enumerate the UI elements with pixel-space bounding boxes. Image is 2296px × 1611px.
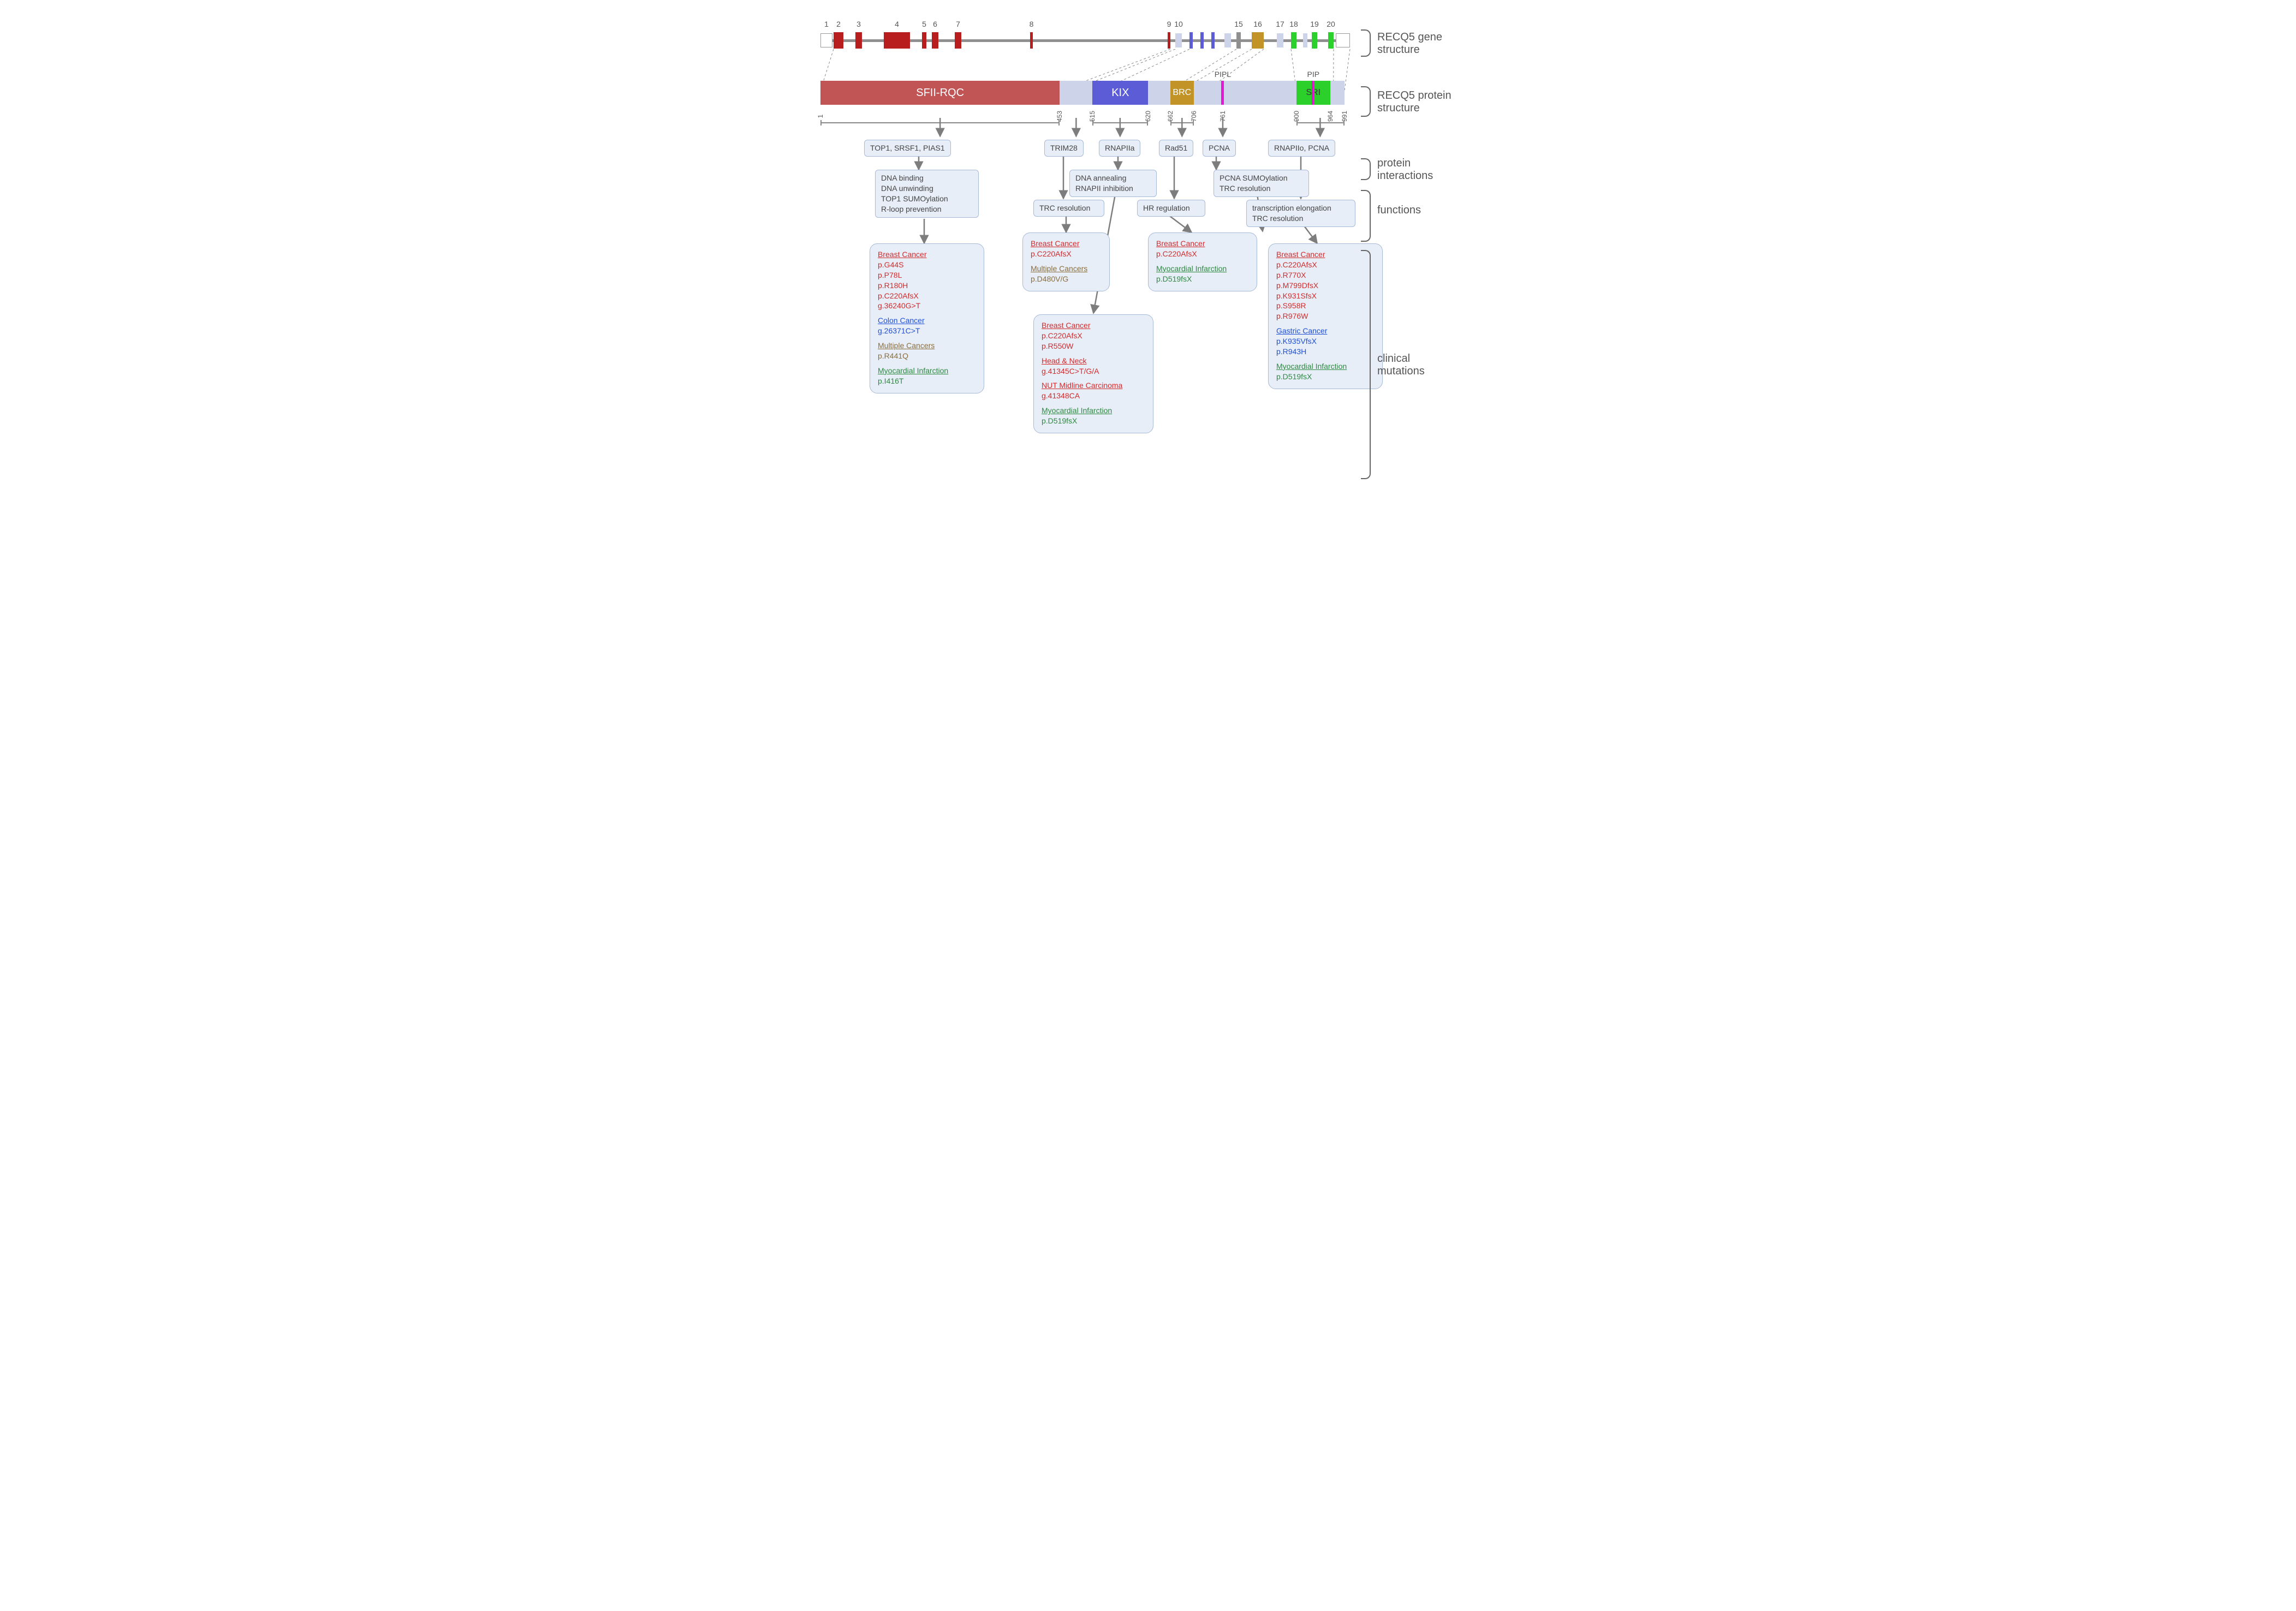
section-label: functions [1377, 204, 1470, 217]
exon-number: 1 [824, 20, 829, 28]
exon-number: 10 [1174, 20, 1183, 28]
exon [884, 32, 910, 49]
scale-number: 964 [1327, 111, 1334, 122]
exon [834, 32, 843, 49]
exon-number: 16 [1253, 20, 1262, 28]
scale-number: 991 [1341, 111, 1348, 122]
protein-domain [1060, 81, 1092, 105]
function-box: HR regulation [1137, 200, 1205, 217]
exon [1200, 32, 1204, 49]
exon [1328, 32, 1334, 49]
function-box: PCNA SUMOylationTRC resolution [1214, 170, 1309, 197]
protein-domain [1194, 81, 1296, 105]
function-box: DNA annealingRNAPII inhibition [1069, 170, 1157, 197]
exon-number: 20 [1327, 20, 1335, 28]
exon [932, 32, 938, 49]
interaction-box: TRIM28 [1044, 140, 1084, 157]
pip-label: PIP [1307, 70, 1319, 79]
exon [1189, 32, 1193, 49]
exon-number: 4 [895, 20, 899, 28]
info-rows: TOP1, SRSF1, PIAS1 TRIM28 RNAPIIa Rad51 PCNA… [820, 140, 1366, 489]
section-bracket [1361, 190, 1371, 242]
exon-number: 2 [836, 20, 841, 28]
section-bracket [1361, 250, 1371, 479]
exon-number: 19 [1310, 20, 1319, 28]
exon [1336, 33, 1350, 47]
function-box: DNA bindingDNA unwindingTOP1 SUMOylation… [875, 170, 979, 218]
scale-number: 453 [1056, 111, 1063, 122]
protein-domain: KIX [1092, 81, 1148, 105]
protein-bar: SFII-RQCKIXBRCSRIPIPLPIP [820, 81, 1345, 105]
exon [1168, 32, 1170, 49]
section-bracket [1361, 86, 1371, 117]
section-bracket [1361, 29, 1371, 57]
protein-domain: BRC [1170, 81, 1194, 105]
pip-label: PIPL [1215, 70, 1231, 79]
scale-number: 1 [817, 115, 824, 118]
range-bracket [820, 122, 1060, 129]
exon [1211, 32, 1215, 49]
residue-scale: 1453515620662706761900964991 [820, 107, 1345, 124]
exon-number: 8 [1030, 20, 1034, 28]
interaction-box: Rad51 [1159, 140, 1193, 157]
interaction-box: RNAPIIo, PCNA [1268, 140, 1335, 157]
clinical-box: Breast Cancerp.G44Sp.P78Lp.R180Hp.C220Af… [870, 243, 984, 393]
protein-domain [1330, 81, 1345, 105]
exon [1277, 33, 1283, 47]
exon [855, 32, 862, 49]
exon [1312, 32, 1317, 49]
exon [1224, 33, 1231, 47]
interaction-box: PCNA [1203, 140, 1236, 157]
clinical-box: Breast Cancerp.C220AfsXp.R550WHead & Nec… [1033, 314, 1153, 433]
section-label: clinicalmutations [1377, 353, 1470, 378]
section-bracket [1361, 158, 1371, 180]
range-bracket [1296, 122, 1345, 129]
exon-number: 6 [933, 20, 937, 28]
exon-number: 7 [956, 20, 960, 28]
interaction-box: RNAPIIa [1099, 140, 1140, 157]
exon [1175, 33, 1182, 47]
exon [922, 32, 926, 49]
function-box: transcription elongationTRC resolution [1246, 200, 1355, 227]
interaction-box: TOP1, SRSF1, PIAS1 [864, 140, 951, 157]
gene-track: 12345678910151617181920 [820, 21, 1345, 53]
exon-number: 5 [922, 20, 926, 28]
exon-number: 17 [1276, 20, 1284, 28]
pip-mark [1312, 81, 1314, 105]
exon [955, 32, 961, 49]
exon-number: 3 [856, 20, 861, 28]
clinical-box: Breast Cancerp.C220AfsXMyocardial Infarc… [1148, 232, 1257, 291]
function-box: TRC resolution [1033, 200, 1104, 217]
exon [1303, 33, 1307, 47]
section-label: RECQ5 genestructure [1377, 31, 1470, 56]
exon [820, 33, 832, 47]
exon [1291, 32, 1296, 49]
section-label: proteininteractions [1377, 157, 1470, 182]
exon [1252, 32, 1264, 49]
exon-number: 18 [1289, 20, 1298, 28]
range-bracket [1170, 122, 1194, 129]
pip-mark [1221, 81, 1224, 105]
scale-number: 706 [1190, 111, 1198, 122]
exon [1236, 32, 1241, 49]
protein-domain [1148, 81, 1170, 105]
section-label: RECQ5 proteinstructure [1377, 90, 1470, 115]
exon [1030, 32, 1033, 49]
exon-number: 15 [1234, 20, 1243, 28]
exon-number: 9 [1167, 20, 1171, 28]
range-bracket [1092, 122, 1148, 129]
protein-domain: SFII-RQC [820, 81, 1060, 105]
scale-number: 620 [1144, 111, 1152, 122]
range-bracket [1222, 122, 1223, 129]
clinical-box: Breast Cancerp.C220AfsXMultiple Cancersp… [1022, 232, 1110, 291]
